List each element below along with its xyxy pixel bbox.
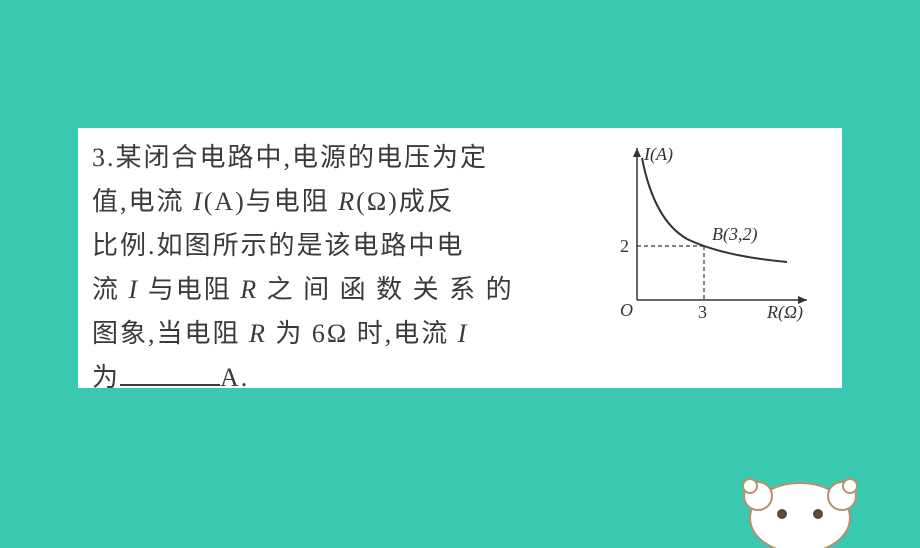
line6-unit: A. bbox=[220, 363, 249, 392]
line6: 为 bbox=[92, 363, 120, 392]
line5b: 为 6Ω 时,电流 bbox=[267, 319, 458, 348]
point-label: B(3,2) bbox=[712, 224, 757, 245]
question-text: 3.某闭合电路中,电源的电压为定 值,电流 I(A)与电阻 R(Ω)成反 比例.… bbox=[92, 136, 612, 400]
y-arrow bbox=[633, 148, 641, 157]
question-card: 3.某闭合电路中,电源的电压为定 值,电流 I(A)与电阻 R(Ω)成反 比例.… bbox=[78, 128, 842, 388]
curve bbox=[642, 158, 787, 262]
var-R2: R bbox=[240, 275, 258, 304]
var-R: R bbox=[338, 187, 356, 216]
line4c: 之 间 函 数 关 系 的 bbox=[258, 275, 514, 304]
y-tick: 2 bbox=[620, 236, 629, 256]
line3: 比例.如图所示的是该电路中电 bbox=[92, 231, 465, 260]
var-R3: R bbox=[249, 319, 267, 348]
answer-blank bbox=[120, 360, 220, 386]
line5a: 图象,当电阻 bbox=[92, 319, 249, 348]
line2b: (A)与电阻 bbox=[204, 187, 339, 216]
question-number: 3. bbox=[92, 143, 116, 172]
graph-column: I(A) R(Ω) B(3,2) 2 3 O bbox=[612, 136, 822, 400]
x-tick: 3 bbox=[698, 302, 707, 322]
line2c: (Ω)成反 bbox=[356, 187, 455, 216]
line4a: 流 bbox=[92, 275, 129, 304]
y-label: I(A) bbox=[643, 144, 673, 165]
line2a: 值,电流 bbox=[92, 187, 193, 216]
line1: 某闭合电路中,电源的电压为定 bbox=[116, 143, 489, 172]
cartoon-decoration bbox=[720, 448, 880, 548]
var-I: I bbox=[193, 187, 204, 216]
content-row: 3.某闭合电路中,电源的电压为定 值,电流 I(A)与电阻 R(Ω)成反 比例.… bbox=[92, 136, 828, 400]
x-label: R(Ω) bbox=[766, 302, 803, 323]
graph-svg: I(A) R(Ω) B(3,2) 2 3 O bbox=[612, 140, 822, 330]
var-I3: I bbox=[458, 319, 469, 348]
origin: O bbox=[620, 300, 633, 320]
var-I2: I bbox=[129, 275, 140, 304]
line4b: 与电阻 bbox=[139, 275, 240, 304]
